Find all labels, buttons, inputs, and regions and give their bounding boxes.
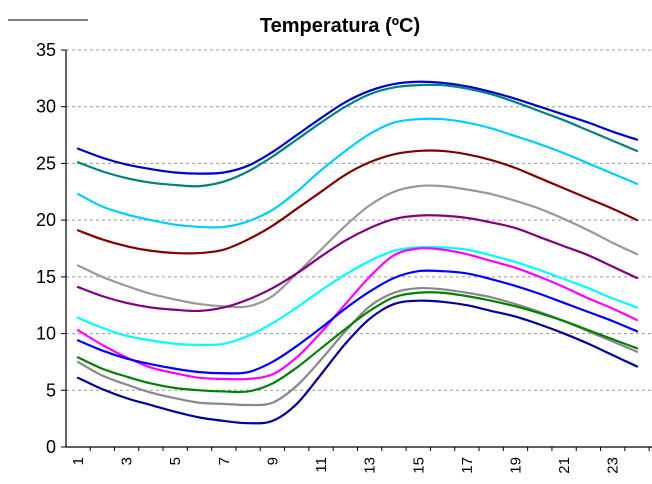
series-line-7 [76,245,639,347]
x-tick-label: 11 [313,457,330,473]
y-tick-label: 30 [36,97,56,117]
y-tick-label: 25 [36,153,56,173]
series-line-9 [76,269,639,375]
y-tick-label: 20 [36,210,56,230]
x-tick-label: 17 [459,457,476,474]
y-tick-label: 35 [36,40,56,60]
series-line-10 [76,286,639,407]
series-lines [76,80,639,425]
x-tick-label: 15 [410,457,427,474]
x-tick-label: 23 [605,457,622,474]
series-line-6 [76,214,639,313]
x-tick-label: 13 [362,457,379,474]
y-tick-label: 10 [36,324,56,344]
x-tick-label: 19 [507,457,524,474]
x-tick-label: 21 [556,457,573,474]
y-tick-label: 5 [46,380,56,400]
series-line-5 [76,184,639,309]
x-tick-labels: 1 3 5 7 9 11 13 15 17 19 21 23 [70,457,622,474]
x-tick-label: 5 [167,457,184,465]
axes [61,49,652,451]
series-line-1 [76,80,639,175]
series-line-8 [76,247,639,381]
x-tick-label: 1 [70,457,87,465]
y-tick-label: 15 [36,267,56,287]
series-line-2 [76,83,639,188]
series-line-11 [76,291,639,394]
gridlines [66,49,652,391]
series-line-4 [76,149,639,255]
x-tick-label: 9 [264,457,281,465]
y-tick-labels: 0 5 10 15 20 25 30 35 [36,40,56,457]
chart-title: Temperatura (ºC) [260,15,420,37]
series-line-12 [76,299,639,425]
series-line-3 [76,117,639,229]
x-tick-label: 3 [119,457,136,465]
y-tick-label: 0 [46,437,56,457]
x-tick-label: 7 [216,457,233,465]
